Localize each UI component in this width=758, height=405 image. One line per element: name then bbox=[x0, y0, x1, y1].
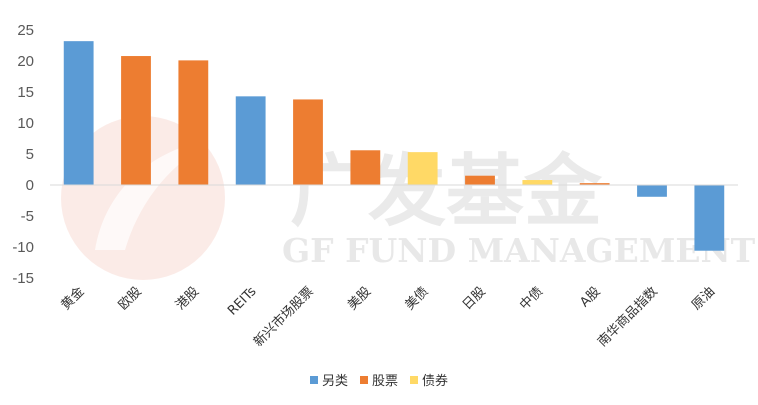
x-category-label: 原油 bbox=[689, 284, 718, 313]
legend: 另类 股票 债券 bbox=[0, 370, 758, 389]
x-category-label: 美债 bbox=[402, 284, 431, 313]
watermark-cn: 广发基金 bbox=[290, 147, 603, 237]
bar-中债 bbox=[522, 180, 553, 185]
y-tick-label: 0 bbox=[26, 177, 34, 194]
x-category-label: 南华商品指数 bbox=[594, 284, 660, 350]
legend-item: 另类 bbox=[309, 370, 348, 389]
x-category-label: A股 bbox=[577, 284, 603, 310]
y-axis: -15 -10 -5 0 5 10 15 20 25 bbox=[12, 22, 34, 287]
legend-swatch bbox=[359, 375, 368, 384]
x-category-label: 美股 bbox=[345, 284, 374, 313]
bar-美债 bbox=[407, 152, 438, 185]
legend-label: 股票 bbox=[371, 374, 398, 389]
y-tick-label: -5 bbox=[21, 208, 34, 225]
x-category-label: 港股 bbox=[173, 284, 202, 313]
legend-label: 债券 bbox=[422, 374, 449, 389]
y-tick-label: 25 bbox=[17, 22, 34, 39]
y-tick-label: 5 bbox=[26, 146, 34, 163]
bar-原油 bbox=[694, 185, 725, 251]
bar-A股 bbox=[579, 183, 610, 185]
watermark-logo-mark bbox=[95, 138, 215, 250]
x-category-label: 中债 bbox=[517, 284, 546, 313]
legend-label: 另类 bbox=[321, 374, 348, 389]
bar-南华商品指数 bbox=[637, 185, 667, 197]
legend-item: 股票 bbox=[359, 370, 398, 389]
legend-swatch bbox=[309, 375, 318, 384]
y-tick-label: 15 bbox=[17, 84, 34, 101]
legend-item: 债券 bbox=[410, 370, 448, 389]
bar-美股 bbox=[350, 150, 381, 185]
watermark-en: GF FUND MANAGEMENT bbox=[282, 231, 756, 270]
bar-新兴市场股票 bbox=[293, 99, 323, 185]
x-category-label: 日股 bbox=[460, 284, 489, 313]
y-tick-label: 10 bbox=[17, 115, 34, 132]
y-tick-label: -15 bbox=[12, 270, 34, 287]
x-category-label: 欧股 bbox=[116, 284, 145, 313]
x-category-label: REITs bbox=[225, 284, 260, 319]
watermark: 广发基金 GF FUND MANAGEMENT bbox=[61, 116, 756, 280]
bar-欧股 bbox=[121, 56, 151, 185]
y-tick-label: -10 bbox=[12, 239, 34, 256]
x-category-label: 黄金 bbox=[58, 284, 88, 314]
x-category-label: 新兴市场股票 bbox=[250, 284, 316, 350]
bar-日股 bbox=[465, 175, 495, 185]
legend-swatch bbox=[410, 375, 418, 384]
bars bbox=[63, 41, 725, 251]
bar-港股 bbox=[178, 60, 209, 185]
bar-REITs bbox=[235, 96, 266, 185]
y-tick-label: 20 bbox=[17, 53, 34, 70]
bar-黄金 bbox=[63, 41, 94, 185]
